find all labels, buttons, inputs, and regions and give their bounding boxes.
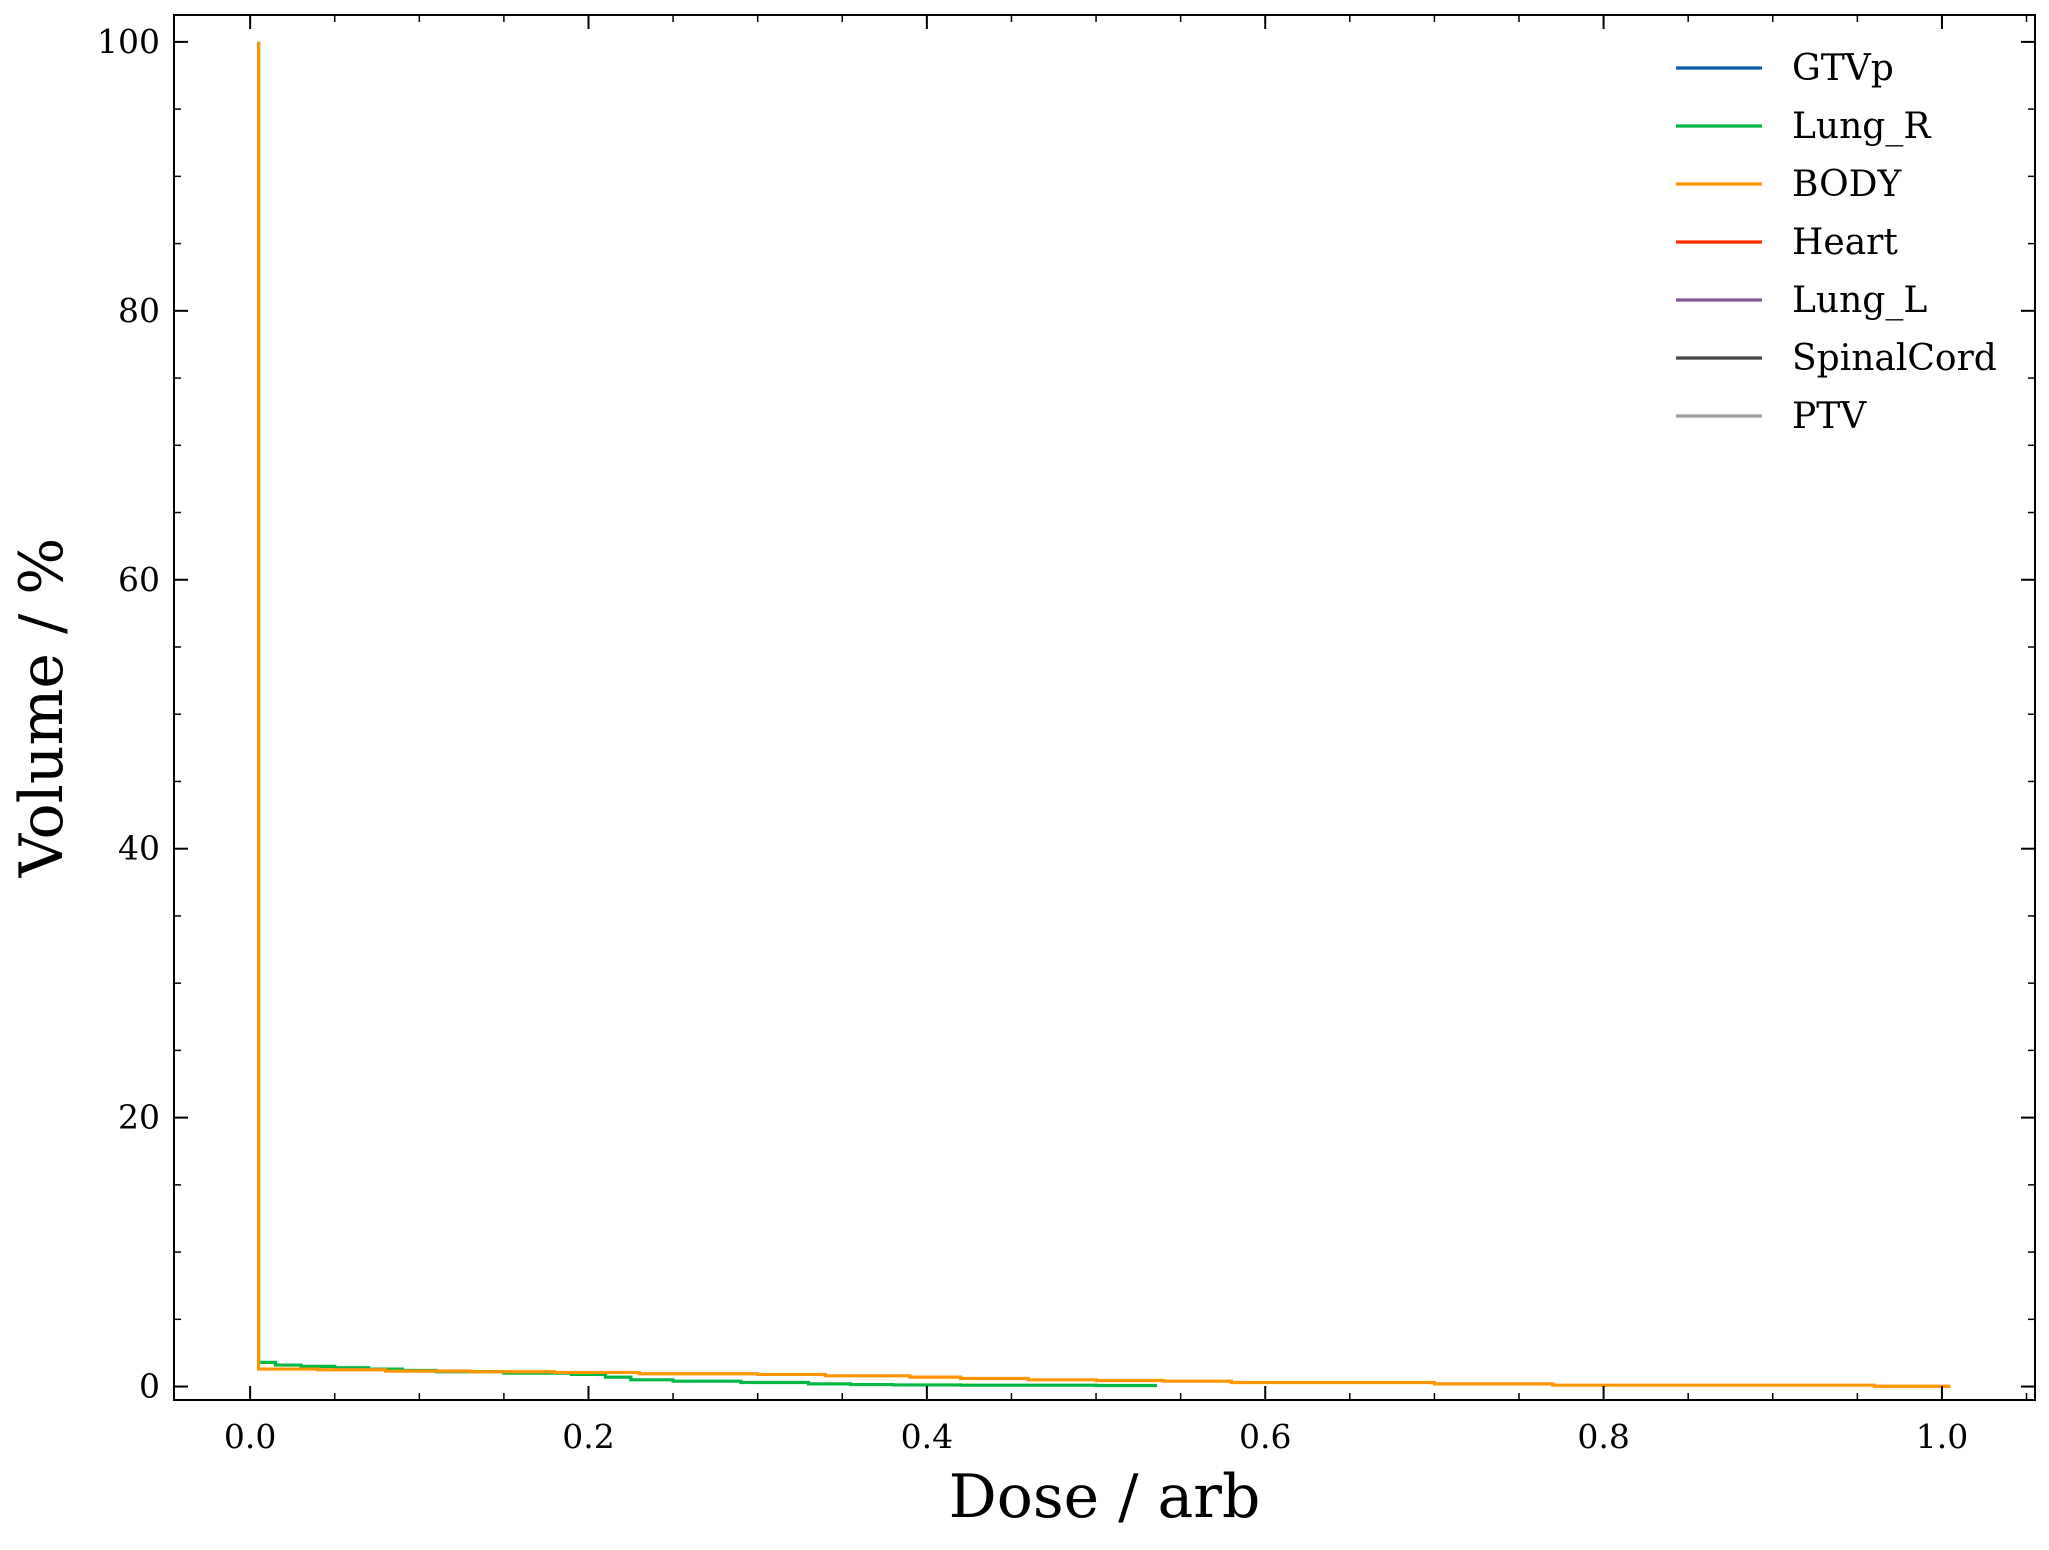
x-tick-label: 1.0 — [1916, 1417, 1968, 1456]
x-axis-title: Dose / arb — [949, 1462, 1261, 1532]
y-tick-label: 20 — [118, 1098, 160, 1137]
legend-label: Heart — [1792, 222, 1898, 263]
legend-label: Lung_L — [1792, 280, 1927, 321]
y-tick-label: 100 — [97, 22, 160, 61]
series-layer — [256, 41, 1951, 1388]
x-tick-label: 0.4 — [901, 1417, 953, 1456]
legend-label: GTVp — [1792, 48, 1894, 89]
x-tick-label: 0.2 — [562, 1417, 614, 1456]
legend-label: SpinalCord — [1792, 338, 1997, 379]
axes-layer: 0.0 0.2 0.4 0.6 0.8 1.0 0 20 40 60 80 100 — [97, 14, 2036, 1456]
y-tick-label: 0 — [139, 1367, 160, 1406]
x-tick-label: 0.8 — [1577, 1417, 1629, 1456]
y-tick-label: 60 — [118, 560, 160, 599]
y-tick-label: 40 — [118, 829, 160, 868]
series-line-body — [256, 41, 1951, 1388]
x-tick-label: 0.0 — [224, 1417, 276, 1456]
y-tick-label: 80 — [118, 291, 160, 330]
legend-label: PTV — [1792, 396, 1867, 437]
legend-label: Lung_R — [1792, 106, 1931, 147]
y-axis-title: Volume / % — [7, 538, 77, 879]
legend-label: BODY — [1792, 164, 1903, 205]
series-line-lung-r — [256, 41, 1157, 1388]
plot-frame — [173, 14, 2036, 1401]
x-tick-label: 0.6 — [1239, 1417, 1291, 1456]
legend: GTVp Lung_R BODY Heart Lung_L SpinalCord PTV — [1676, 48, 1997, 437]
